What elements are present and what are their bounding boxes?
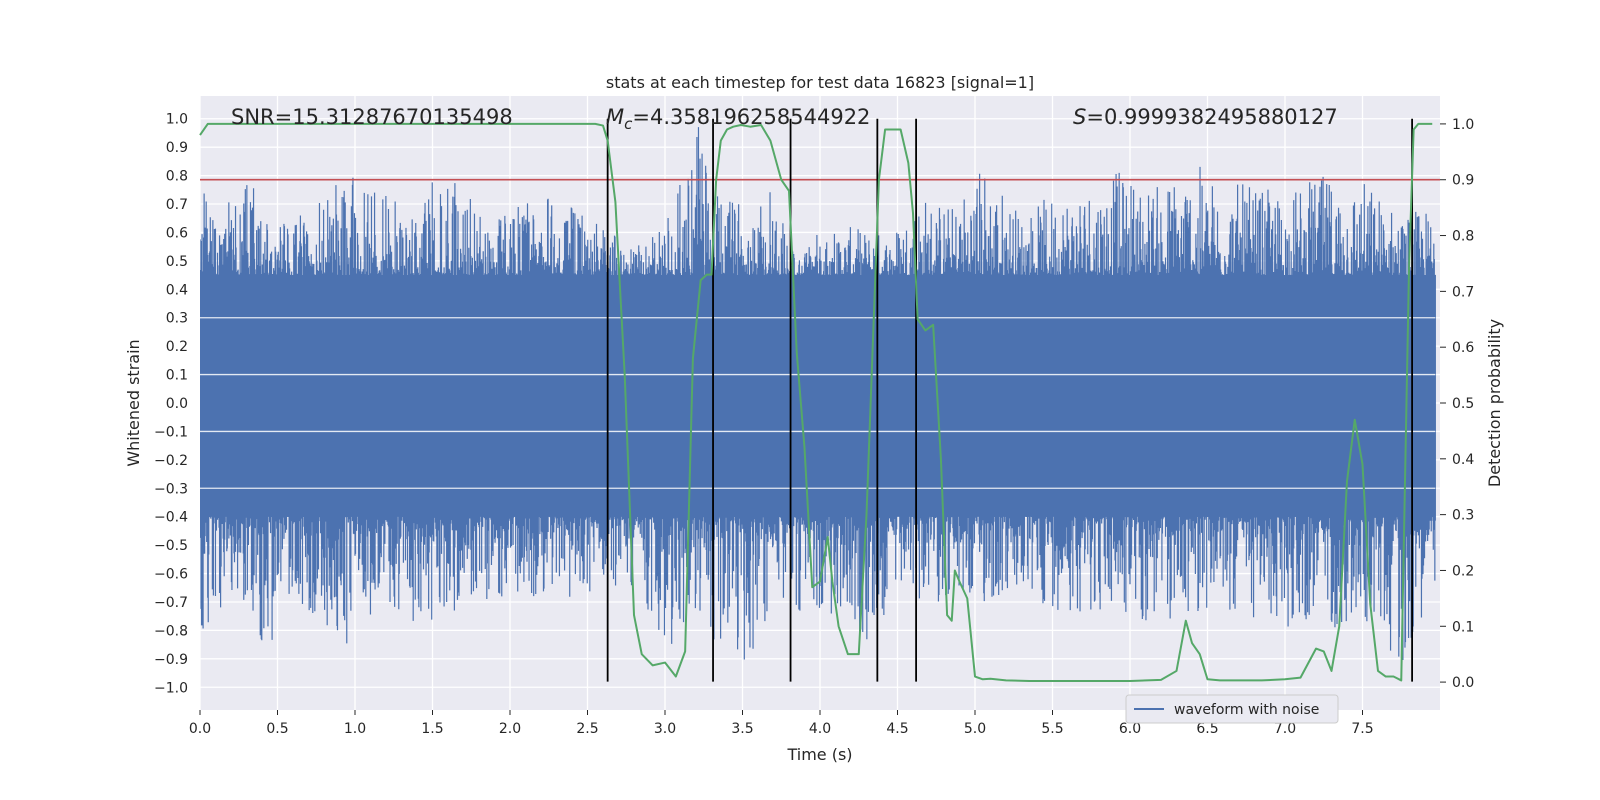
- y-left-tick-label: −0.3: [154, 481, 188, 497]
- chirp-mass-symbol: M: [606, 105, 624, 129]
- y-left-tick-label: −0.9: [154, 652, 188, 668]
- y-left-tick-label: 1.0: [166, 112, 188, 128]
- chirp-mass-annotation: Mc=4.358196258544922: [606, 105, 870, 133]
- waveform-series: [200, 127, 1436, 660]
- x-tick-label: 4.0: [809, 721, 831, 737]
- snr-annotation: SNR=15.31287670135498: [231, 105, 513, 129]
- x-tick-label: 6.5: [1196, 721, 1218, 737]
- y-left-tick-label: −0.4: [154, 510, 188, 526]
- y-left-tick-label: 0.0: [166, 396, 188, 412]
- y-left-tick-label: 0.6: [166, 225, 188, 241]
- y-left-tick-label: −0.2: [154, 453, 188, 469]
- y-left-axis-ticks: −1.0 −0.9 −0.8 −0.7 −0.6 −0.5 −0.4 −0.3 −0.2 −0.1…: [154, 112, 188, 697]
- x-tick-label: 4.5: [886, 721, 908, 737]
- x-tick-label: 5.0: [964, 721, 986, 737]
- x-tick-label: 6.0: [1119, 721, 1141, 737]
- x-tick-label: 5.5: [1041, 721, 1063, 737]
- score-symbol: S: [1073, 105, 1086, 129]
- x-tick-label: 7.0: [1274, 721, 1296, 737]
- legend-box: [1125, 694, 1339, 724]
- waveform-band: [200, 275, 1436, 517]
- legend-label: waveform with noise: [1174, 702, 1319, 718]
- y-right-tick-label: 0.1: [1452, 619, 1474, 635]
- x-tick-label: 1.5: [421, 721, 443, 737]
- x-tick-label: 0.5: [266, 721, 288, 737]
- y-left-tick-label: 0.4: [166, 282, 188, 298]
- x-tick-label: 0.0: [189, 721, 211, 737]
- y-left-axis-label: Whitened strain: [124, 339, 143, 466]
- y-right-tick-label: 0.7: [1452, 284, 1474, 300]
- x-tick-label: 2.5: [576, 721, 598, 737]
- x-tick-label: 7.5: [1351, 721, 1373, 737]
- y-right-tick-label: 0.8: [1452, 229, 1474, 245]
- probability-series: [199, 122, 1433, 682]
- y-right-tick-label: 1.0: [1452, 117, 1474, 133]
- score-value: =0.9999382495880127: [1086, 105, 1337, 129]
- x-axis-label: Time (s): [786, 745, 852, 764]
- y-right-tick-label: 0.3: [1452, 508, 1474, 524]
- y-left-tick-label: −1.0: [154, 680, 188, 696]
- y-right-tick-label: 0.0: [1452, 675, 1474, 691]
- y-right-tick-label: 0.2: [1452, 563, 1474, 579]
- chirp-mass-value: =4.358196258544922: [632, 105, 870, 129]
- x-tick-label: 2.0: [499, 721, 521, 737]
- y-left-tick-label: 0.9: [166, 140, 188, 156]
- y-right-axis-label: Detection probability: [1485, 319, 1504, 487]
- y-left-tick-label: 0.8: [166, 169, 188, 185]
- y-left-tick-label: −0.6: [154, 567, 188, 583]
- probability-line: [199, 122, 1433, 682]
- y-right-tick-label: 0.6: [1452, 340, 1474, 356]
- y-right-tick-label: 0.5: [1452, 396, 1474, 412]
- y-left-tick-label: 0.7: [166, 197, 188, 213]
- chirp-mass-subscript: c: [624, 115, 633, 133]
- y-left-tick-label: −0.5: [154, 538, 188, 554]
- x-axis-ticks: 0.0 0.5 1.0 1.5 2.0 2.5 3.0 3.5 4.0 4.5 5.0 5.5 6.0 6…: [189, 710, 1374, 737]
- y-left-tick-label: −0.7: [154, 595, 188, 611]
- x-tick-label: 3.0: [654, 721, 676, 737]
- chart-title: stats at each timestep for test data 168…: [606, 73, 1034, 92]
- y-left-tick-label: 0.1: [166, 368, 188, 384]
- y-left-tick-label: 0.3: [166, 311, 188, 327]
- y-left-tick-label: 0.2: [166, 339, 188, 355]
- y-right-axis-ticks: 0.0 0.1 0.2 0.3 0.4 0.5 0.6 0.7 0.8 0.9 1.0: [1440, 117, 1474, 691]
- x-tick-label: 3.5: [731, 721, 753, 737]
- y-left-tick-label: 0.5: [166, 254, 188, 270]
- y-right-tick-label: 0.9: [1452, 173, 1474, 189]
- score-annotation: S=0.9999382495880127: [1073, 105, 1338, 129]
- y-left-tick-label: −0.8: [154, 623, 188, 639]
- legend: waveform with noise: [1125, 694, 1339, 724]
- y-right-tick-label: 0.4: [1452, 452, 1474, 468]
- x-tick-label: 1.0: [344, 721, 366, 737]
- y-left-tick-label: −0.1: [154, 424, 188, 440]
